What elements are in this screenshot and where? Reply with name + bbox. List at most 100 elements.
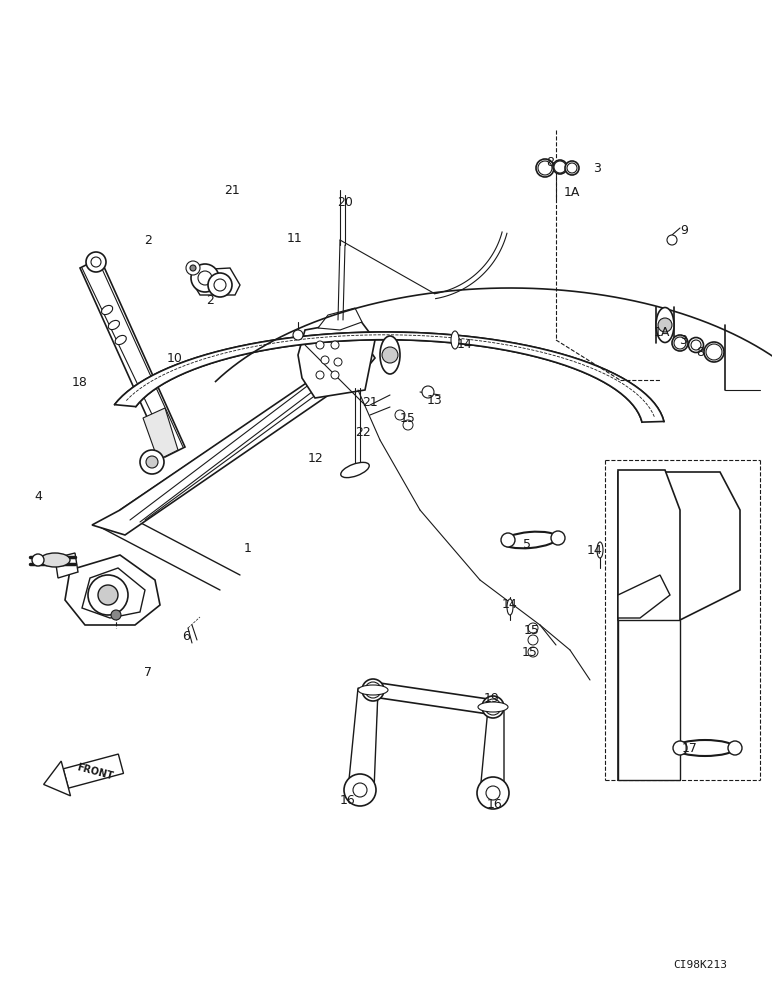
Polygon shape <box>318 308 362 330</box>
Circle shape <box>316 371 324 379</box>
Text: 1A: 1A <box>564 186 581 200</box>
Ellipse shape <box>689 338 703 353</box>
Circle shape <box>706 344 722 360</box>
Circle shape <box>111 610 121 620</box>
Ellipse shape <box>673 741 687 755</box>
Circle shape <box>674 337 686 349</box>
Ellipse shape <box>704 342 724 362</box>
Circle shape <box>186 261 200 275</box>
Ellipse shape <box>501 533 515 547</box>
Ellipse shape <box>478 702 508 712</box>
Ellipse shape <box>102 305 113 315</box>
Polygon shape <box>44 761 70 796</box>
Circle shape <box>485 699 501 715</box>
Text: 14: 14 <box>502 598 518 611</box>
Circle shape <box>293 330 303 340</box>
Polygon shape <box>63 754 124 788</box>
Text: 19: 19 <box>484 692 500 704</box>
Circle shape <box>88 575 128 615</box>
Ellipse shape <box>507 599 513 615</box>
Polygon shape <box>92 343 375 535</box>
Ellipse shape <box>553 160 567 174</box>
Polygon shape <box>65 555 160 625</box>
Text: 17: 17 <box>682 742 698 754</box>
Circle shape <box>334 358 342 366</box>
Ellipse shape <box>32 554 44 566</box>
Ellipse shape <box>108 320 120 330</box>
Ellipse shape <box>115 335 127 345</box>
Ellipse shape <box>536 159 554 177</box>
Text: 15: 15 <box>522 646 538 658</box>
Circle shape <box>382 347 398 363</box>
Polygon shape <box>298 320 375 398</box>
Circle shape <box>403 420 413 430</box>
Ellipse shape <box>40 553 70 567</box>
Circle shape <box>146 456 158 468</box>
Circle shape <box>91 257 101 267</box>
Polygon shape <box>373 682 495 715</box>
Ellipse shape <box>482 696 504 718</box>
Text: 6: 6 <box>182 631 190 644</box>
Ellipse shape <box>672 335 688 351</box>
Polygon shape <box>618 620 680 780</box>
Ellipse shape <box>728 741 742 755</box>
Text: 3: 3 <box>593 161 601 174</box>
Circle shape <box>554 161 566 173</box>
Circle shape <box>331 341 339 349</box>
Circle shape <box>538 161 552 175</box>
Polygon shape <box>82 568 145 618</box>
Circle shape <box>321 356 329 364</box>
Ellipse shape <box>340 462 369 478</box>
Ellipse shape <box>503 532 557 548</box>
Polygon shape <box>618 470 680 780</box>
Text: 15: 15 <box>524 624 540 637</box>
Polygon shape <box>80 258 185 457</box>
Ellipse shape <box>451 331 459 349</box>
Circle shape <box>395 410 405 420</box>
Circle shape <box>353 783 367 797</box>
Polygon shape <box>348 688 378 790</box>
Text: 2: 2 <box>206 294 214 306</box>
Circle shape <box>567 163 577 173</box>
Circle shape <box>191 264 219 292</box>
Text: 22: 22 <box>355 426 371 438</box>
Polygon shape <box>114 332 664 422</box>
Circle shape <box>86 252 106 272</box>
Ellipse shape <box>656 308 674 342</box>
Circle shape <box>198 271 212 285</box>
Circle shape <box>528 647 538 657</box>
Ellipse shape <box>565 161 579 175</box>
Polygon shape <box>143 408 178 460</box>
Ellipse shape <box>362 679 384 701</box>
Text: 21: 21 <box>362 396 378 410</box>
Text: 18: 18 <box>72 376 88 389</box>
Text: 9: 9 <box>680 224 688 236</box>
Polygon shape <box>480 708 504 793</box>
Ellipse shape <box>675 740 735 756</box>
Circle shape <box>331 371 339 379</box>
Circle shape <box>365 682 381 698</box>
Text: 14: 14 <box>587 544 603 556</box>
Polygon shape <box>618 472 740 620</box>
Ellipse shape <box>551 531 565 545</box>
Ellipse shape <box>358 685 388 695</box>
Text: 10: 10 <box>167 352 183 364</box>
Text: 21: 21 <box>224 184 240 196</box>
Text: 4: 4 <box>34 490 42 504</box>
Text: CI98K213: CI98K213 <box>673 960 727 970</box>
Circle shape <box>477 777 509 809</box>
Circle shape <box>208 273 232 297</box>
Text: 12: 12 <box>308 452 324 464</box>
Text: 7: 7 <box>144 666 152 680</box>
Text: 8: 8 <box>546 155 554 168</box>
Text: 16: 16 <box>340 794 356 806</box>
Circle shape <box>667 235 677 245</box>
Circle shape <box>422 386 434 398</box>
Circle shape <box>486 786 500 800</box>
Circle shape <box>190 265 196 271</box>
Circle shape <box>98 585 118 605</box>
Text: 13: 13 <box>427 393 443 406</box>
Circle shape <box>316 341 324 349</box>
Text: 14: 14 <box>457 338 473 352</box>
Circle shape <box>691 340 701 350</box>
